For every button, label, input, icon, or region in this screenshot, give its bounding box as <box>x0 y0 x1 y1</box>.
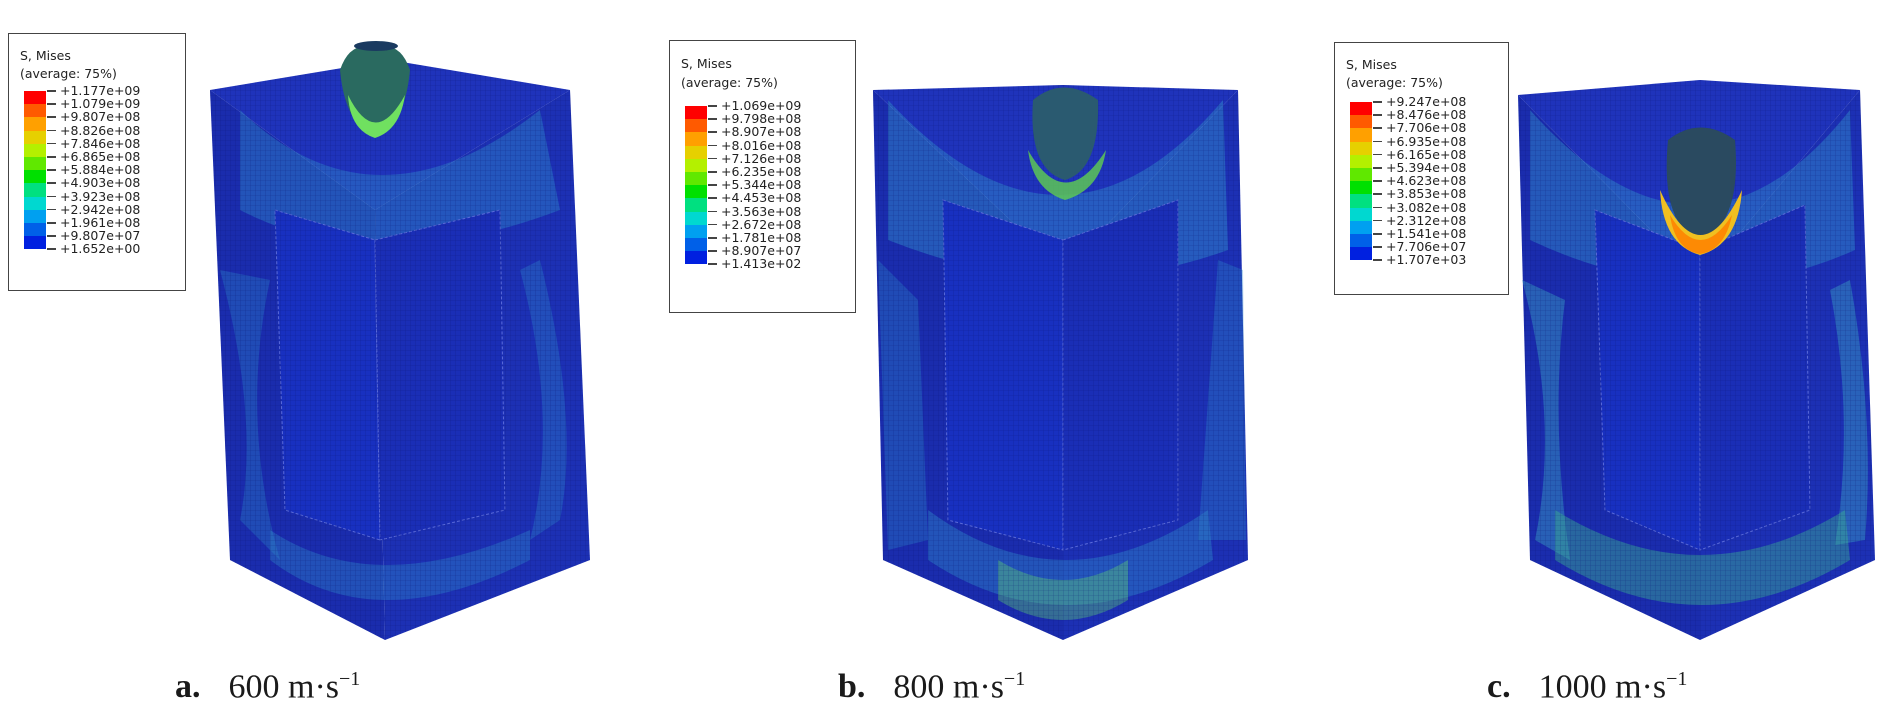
legend-swatch <box>685 224 707 238</box>
speed-value: 1000 <box>1538 668 1607 706</box>
speed-unit: m·s <box>952 668 1004 706</box>
legend-swatch <box>685 198 707 212</box>
legend-swatch <box>685 185 707 199</box>
legend-swatch <box>685 145 707 159</box>
legend-swatch <box>685 106 707 120</box>
legend-swatch <box>24 170 46 184</box>
legend-swatch <box>1350 154 1372 168</box>
legend-swatch <box>1350 181 1372 195</box>
legend-swatch <box>24 236 46 250</box>
legend-swatch <box>24 183 46 197</box>
legend-swatch <box>24 223 46 237</box>
legend-swatch <box>1350 194 1372 208</box>
legend-swatch <box>24 130 46 144</box>
legend-swatch <box>1350 220 1372 234</box>
fea-model-a <box>210 41 590 640</box>
unit-exponent: −1 <box>1003 668 1026 690</box>
legend-swatch <box>685 172 707 186</box>
panel-letter: b. <box>838 668 866 706</box>
fea-model-c <box>1518 80 1875 640</box>
legend-swatch <box>685 211 707 225</box>
legend-swatch <box>685 132 707 146</box>
fea-model-b <box>873 85 1248 640</box>
speed-unit: m·s <box>1615 668 1667 706</box>
legend-swatch <box>1350 247 1372 261</box>
speed-value: 800 <box>893 668 945 706</box>
unit-exponent: −1 <box>339 668 361 690</box>
legend-subtitle: (average: 75%) <box>681 75 778 90</box>
legend-title: S, Mises <box>20 48 71 63</box>
legend-title: S, Mises <box>681 56 732 71</box>
speed-value: 600 <box>228 668 280 706</box>
panel-letter: c. <box>1487 668 1511 706</box>
legend-swatch <box>1350 234 1372 248</box>
legend-swatch <box>1350 128 1372 142</box>
legend-swatch <box>24 117 46 131</box>
legend-swatch <box>24 104 46 118</box>
caption-a: a. 600 m·s−1 <box>175 668 360 706</box>
speed-unit: m·s <box>288 668 339 706</box>
legend-swatch <box>24 157 46 171</box>
legend-swatch <box>24 91 46 105</box>
legend-swatch <box>24 143 46 157</box>
legend-swatch <box>1350 115 1372 129</box>
legend-b: S, Mises (average: 75%) +1.069e+09 +9.798… <box>669 40 856 313</box>
caption-b: b. 800 m·s−1 <box>838 668 1025 706</box>
legend-swatch <box>685 119 707 133</box>
unit-exponent: −1 <box>1666 668 1688 690</box>
legend-swatch <box>1350 141 1372 155</box>
legend-subtitle: (average: 75%) <box>20 66 117 81</box>
legend-swatch <box>24 209 46 223</box>
legend-swatch <box>685 238 707 252</box>
legend-swatch <box>685 251 707 265</box>
legend-swatch <box>1350 168 1372 182</box>
legend-c: S, Mises (average: 75%) +9.247e+08 +8.476… <box>1334 42 1509 295</box>
legend-swatch <box>1350 102 1372 116</box>
legend-a: S, Mises (average: 75%) +1.177e+09 +1.079… <box>8 33 186 291</box>
panel-letter: a. <box>175 668 201 706</box>
legend-swatch <box>24 196 46 210</box>
legend-swatch <box>1350 207 1372 221</box>
legend-title: S, Mises <box>1346 57 1397 72</box>
caption-c: c. 1000 m·s−1 <box>1487 668 1687 706</box>
legend-subtitle: (average: 75%) <box>1346 75 1443 90</box>
legend-swatch <box>685 158 707 172</box>
